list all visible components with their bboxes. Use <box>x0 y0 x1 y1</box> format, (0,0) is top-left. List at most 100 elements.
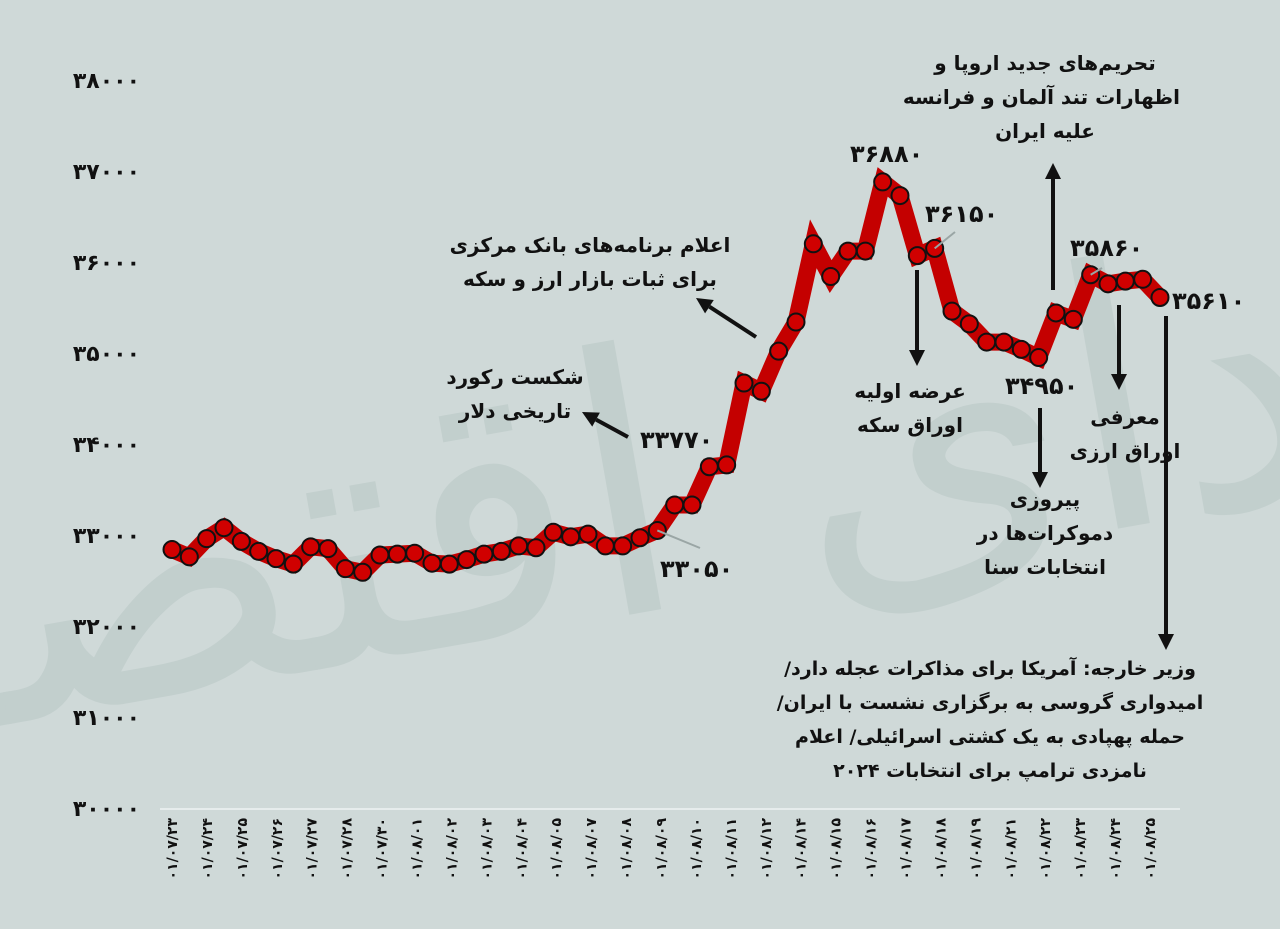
data-point <box>1063 309 1083 329</box>
x-tick-label: ۰۱/۰۸/۰۹ <box>654 818 670 880</box>
data-point <box>457 550 477 570</box>
x-tick-label: ۰۱/۰۷/۳۰ <box>375 818 391 880</box>
x-tick-label: ۰۱/۰۸/۱۷ <box>899 818 915 880</box>
data-point <box>422 553 442 573</box>
annotation-line: پیروزی <box>1009 487 1081 511</box>
data-point <box>942 301 962 321</box>
y-axis-ticks: ۳۰۰۰۰ ۳۱۰۰۰ ۳۲۰۰۰ ۳۳۰۰۰ ۳۴۰۰۰ ۳۵۰۰۰ ۳۶۰۰۰ ۳۷۰۰۰… <box>73 69 140 822</box>
data-point <box>1098 274 1118 294</box>
annotation-line: اعلام برنامه‌های بانک مرکزی <box>449 233 731 257</box>
annotation-line: امیدواری گروسی به برگزاری نشست با ایران/ <box>776 692 1204 714</box>
x-tick-label: ۰۱/۰۸/۱۲ <box>759 818 775 880</box>
x-tick-label: ۰۱/۰۸/۱۸ <box>933 818 949 880</box>
annotation-record: شکست رکورد تاریخی دلار <box>440 360 590 428</box>
data-point <box>977 332 997 352</box>
value-label: ۳۵۸۶۰ <box>1070 234 1143 262</box>
data-point <box>509 536 529 556</box>
data-point <box>613 536 633 556</box>
leader-line <box>934 231 956 250</box>
data-point <box>734 373 754 393</box>
y-tick-label: ۳۳۰۰۰ <box>73 524 140 549</box>
arrow-shaft <box>595 417 629 439</box>
data-point <box>769 341 789 361</box>
value-label: ۳۵۶۱۰ <box>1172 287 1245 315</box>
arrow-shaft <box>708 305 758 339</box>
annotation-line: انتخابات سنا <box>984 555 1106 579</box>
data-point <box>162 540 182 560</box>
x-tick-label: ۰۱/۰۸/۲۵ <box>1143 818 1159 880</box>
x-axis-ticks: ۰۱/۰۷/۲۳ ۰۱/۰۷/۲۴ ۰۱/۰۷/۲۵ ۰۱/۰۷/۲۶ ۰۱/۰۷/۲۷… <box>165 818 1159 880</box>
x-tick-label: ۰۱/۰۸/۲۴ <box>1108 818 1124 880</box>
data-point-markers <box>162 172 1170 582</box>
annotation-fx-papers: معرفی اوراق ارزی <box>1055 400 1195 468</box>
x-tick-label: ۰۱/۰۸/۰۷ <box>584 818 600 880</box>
annotation-line: اوراق ارزی <box>1069 439 1181 463</box>
x-tick-label: ۰۱/۰۷/۲۳ <box>165 818 181 880</box>
x-tick-label: ۰۱/۰۸/۲۱ <box>1003 818 1019 880</box>
x-tick-label: ۰۱/۰۸/۰۸ <box>619 818 635 880</box>
y-tick-label: ۳۱۰۰۰ <box>73 706 140 731</box>
y-tick-label: ۳۵۰۰۰ <box>73 342 140 367</box>
x-tick-label: ۰۱/۰۸/۱۱ <box>724 818 740 880</box>
value-label: ۳۴۹۵۰ <box>1005 372 1078 400</box>
annotation-line: عرضه اولیه <box>854 379 966 403</box>
data-point <box>1133 269 1153 289</box>
x-tick-label: ۰۱/۰۸/۱۹ <box>968 818 984 880</box>
leader-line <box>1090 267 1103 276</box>
y-tick-label: ۳۸۰۰۰ <box>73 69 140 94</box>
x-tick-label: ۰۱/۰۷/۲۵ <box>235 818 251 880</box>
x-tick-label: ۰۱/۰۸/۰۱ <box>410 818 426 880</box>
x-tick-label: ۰۱/۰۷/۲۴ <box>200 818 216 880</box>
data-point <box>682 495 702 515</box>
x-tick-label: ۰۱/۰۸/۱۶ <box>864 818 880 880</box>
data-point <box>405 543 425 563</box>
annotation-line: اوراق سکه <box>857 413 963 437</box>
annotation-line: علیه ایران <box>995 119 1095 143</box>
annotation-line: برای ثبات بازار ارز و سکه <box>463 267 717 291</box>
x-tick-label: ۰۱/۰۸/۰۲ <box>444 818 460 880</box>
annotation-central-bank: اعلام برنامه‌های بانک مرکزی برای ثبات با… <box>440 228 740 296</box>
data-point <box>959 314 979 334</box>
data-point <box>630 528 650 548</box>
x-tick-label: ۰۱/۰۷/۲۶ <box>270 818 286 880</box>
annotation-sanctions: تحریم‌های جدید اروپا و اظهارات تند آلمان… <box>903 46 1180 148</box>
data-point <box>907 246 927 266</box>
data-point <box>994 332 1014 352</box>
value-labels: ۳۳۰۵۰ ۳۳۷۷۰ ۳۶۸۸۰ ۳۶۱۵۰ ۳۴۹۵۰ ۳۵۸۶۰ ۳۵۶۱۰ <box>640 140 1245 583</box>
data-point <box>1046 303 1066 323</box>
y-tick-label: ۳۰۰۰۰ <box>73 797 140 822</box>
data-point <box>335 559 355 579</box>
data-point <box>179 547 199 567</box>
arrow-head-icon <box>696 298 714 314</box>
annotation-line: دموکرات‌ها در <box>976 521 1114 545</box>
value-label: ۳۳۰۵۰ <box>660 555 733 583</box>
data-point <box>370 545 390 565</box>
y-tick-label: ۳۴۰۰۰ <box>73 433 140 458</box>
arrow-head-icon <box>1111 374 1127 390</box>
data-point <box>561 527 581 547</box>
data-point <box>1011 339 1031 359</box>
data-point <box>543 522 563 542</box>
data-point <box>491 541 511 561</box>
arrow-head-icon <box>909 350 925 366</box>
data-point <box>786 312 806 332</box>
data-point <box>699 457 719 477</box>
data-point <box>1150 287 1170 307</box>
x-tick-label: ۰۱/۰۷/۲۸ <box>340 818 356 880</box>
annotation-line: تاریخی دلار <box>458 399 572 423</box>
x-tick-label: ۰۱/۰۸/۲۲ <box>1038 818 1054 880</box>
data-point <box>266 549 286 569</box>
data-point <box>665 495 685 515</box>
x-tick-label: ۰۱/۰۸/۰۴ <box>514 818 530 880</box>
data-point <box>821 267 841 287</box>
data-point <box>803 234 823 254</box>
annotation-line: وزیر خارجه: آمریکا برای مذاکرات عجله دار… <box>784 658 1196 680</box>
value-label: ۳۶۸۸۰ <box>850 140 923 168</box>
arrow-head-icon <box>1032 472 1048 488</box>
data-point <box>214 518 234 538</box>
arrow-head-icon <box>1045 163 1061 179</box>
data-point <box>890 186 910 206</box>
annotation-democrats: پیروزی دموکرات‌ها در انتخابات سنا <box>965 482 1125 584</box>
x-tick-label: ۰۱/۰۸/۱۰ <box>689 818 705 880</box>
